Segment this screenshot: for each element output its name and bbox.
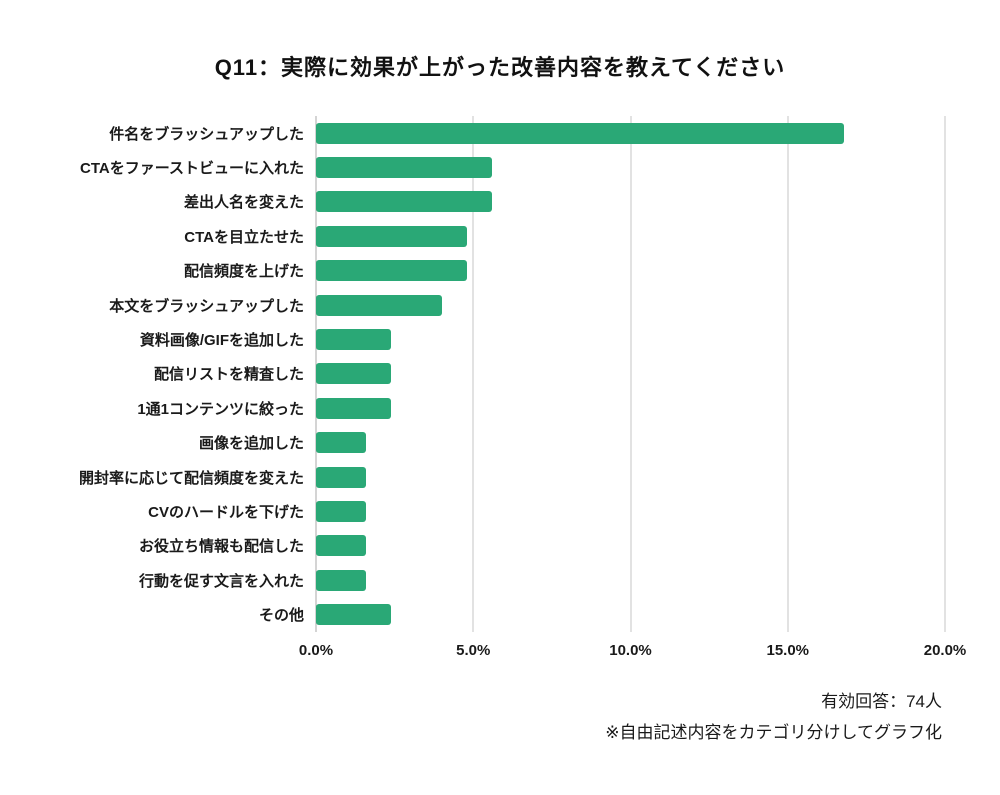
gridline xyxy=(630,116,631,632)
bar-track xyxy=(316,563,945,597)
bar-track xyxy=(316,597,945,631)
category-label: 差出人名を変えた xyxy=(183,194,304,212)
gridline xyxy=(787,116,789,632)
bar-row: CTAを目立たせた xyxy=(0,219,945,253)
category-label: 開封率に応じて配信頻度を変えた xyxy=(78,469,304,487)
x-tick-label: 0.0% xyxy=(298,642,334,659)
bar xyxy=(316,157,493,179)
bar-rows: 件名をブラッシュアップした CTAをファーストビューに入れた差出人名を変えた CTA… xyxy=(0,116,945,632)
bar-row: その他 xyxy=(0,597,945,631)
bar-track xyxy=(316,150,945,184)
bar-row: 件名をブラッシュアップした xyxy=(0,116,945,150)
category-label: 1通1コンテンツに絞った xyxy=(137,400,304,418)
bar-track xyxy=(316,254,945,288)
bar-row: 差出人名を変えた xyxy=(0,185,945,219)
bar-track xyxy=(316,116,945,150)
category-label: CTAを目立たせた xyxy=(184,228,304,246)
category-label: お役立ち情報も配信した xyxy=(138,538,304,556)
category-label: 本文をブラッシュアップした xyxy=(109,297,304,315)
bar-row: 行動を促す文言を入れた xyxy=(0,563,945,597)
bar-track xyxy=(316,288,945,322)
category-label: CTAをファーストビューに入れた xyxy=(80,160,304,178)
bar-track xyxy=(316,322,945,356)
category-label: 行動を促す文言を入れた xyxy=(138,572,304,590)
bar xyxy=(316,191,493,213)
bar-row: CTAをファーストビューに入れた xyxy=(0,150,945,184)
bar xyxy=(316,122,845,144)
bar xyxy=(316,432,367,454)
bar-track xyxy=(316,391,945,425)
valid-responses-note: 有効回答：74人 xyxy=(821,692,942,711)
bar xyxy=(316,535,367,557)
bar-chart: 件名をブラッシュアップした CTAをファーストビューに入れた差出人名を変えた CTA… xyxy=(0,116,966,676)
bar-track xyxy=(316,494,945,528)
bar-row: 本文をブラッシュアップした xyxy=(0,288,945,322)
bar-track xyxy=(316,426,945,460)
footnotes: 有効回答：74人 ※自由記述内容をカテゴリ分けしてグラフ化 xyxy=(605,686,942,748)
category-label: CVのハードルを下げた xyxy=(148,503,304,521)
bar-row: 開封率に応じて配信頻度を変えた xyxy=(0,460,945,494)
bar xyxy=(316,604,392,626)
bar xyxy=(316,363,392,385)
gridline xyxy=(944,116,946,632)
x-tick-label: 10.0% xyxy=(609,642,652,659)
chart-title: Q11：実際に効果が上がった改善内容を教えてください xyxy=(214,55,786,80)
category-label: 資料画像/GIFを追加した xyxy=(139,332,304,350)
bar-row: 資料画像/GIFを追加した xyxy=(0,322,945,356)
bar-row: 1通1コンテンツに絞った xyxy=(0,391,945,425)
category-label: その他 xyxy=(258,607,304,625)
bar xyxy=(316,397,392,419)
category-label: 画像を追加した xyxy=(198,435,304,453)
bar-track xyxy=(316,185,945,219)
bar xyxy=(316,569,367,591)
gridline xyxy=(472,116,474,632)
category-label: 件名をブラッシュアップした xyxy=(109,125,304,143)
x-tick-label: 20.0% xyxy=(923,642,967,659)
bar-row: 画像を追加した xyxy=(0,426,945,460)
bar-track xyxy=(316,219,945,253)
bar xyxy=(316,294,442,316)
bar xyxy=(316,500,367,522)
bar-track xyxy=(316,460,945,494)
bar-track xyxy=(316,357,945,391)
bar xyxy=(316,225,467,247)
bar-row: 配信頻度を上げた xyxy=(0,254,945,288)
categorization-note: ※自由記述内容をカテゴリ分けしてグラフ化 xyxy=(605,723,942,742)
category-label: 配信頻度を上げた xyxy=(183,263,304,281)
bar xyxy=(316,329,392,351)
x-tick-label: 15.0% xyxy=(766,642,810,659)
bar-row: CVのハードルを下げた xyxy=(0,494,945,528)
bar-row: 配信リストを精査した xyxy=(0,357,945,391)
x-tick-label: 5.0% xyxy=(456,642,491,659)
bar xyxy=(316,260,467,282)
x-axis: 0.0% 5.0% 10.0% 15.0% 20.0% xyxy=(299,632,966,668)
bar-row: お役立ち情報も配信した xyxy=(0,529,945,563)
bar-track xyxy=(316,529,945,563)
category-label: 配信リストを精査した xyxy=(153,366,304,384)
bar xyxy=(316,466,367,488)
